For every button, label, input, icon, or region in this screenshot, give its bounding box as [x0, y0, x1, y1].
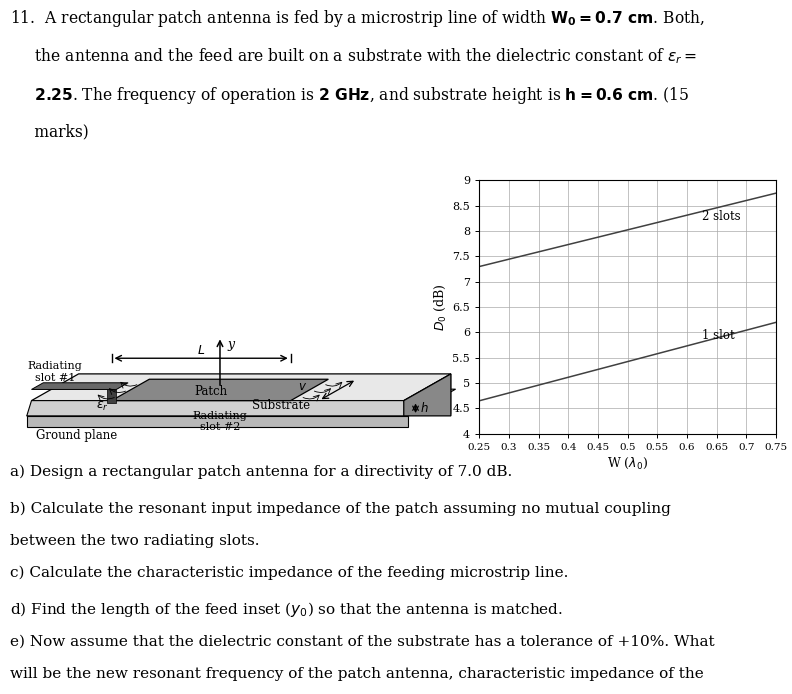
Text: 2 slots: 2 slots	[702, 210, 741, 223]
Text: $L$: $L$	[197, 344, 205, 357]
Polygon shape	[27, 400, 409, 416]
Text: $v$: $v$	[298, 380, 307, 393]
Text: d) Find the length of the feed inset ($y_0$) so that the antenna is matched.: d) Find the length of the feed inset ($y…	[10, 600, 563, 619]
Polygon shape	[32, 383, 128, 389]
Y-axis label: $D_0$ (dB): $D_0$ (dB)	[433, 283, 448, 331]
Polygon shape	[404, 374, 451, 414]
Text: Radiating
slot #1: Radiating slot #1	[28, 361, 82, 383]
Text: Radiating
slot #2: Radiating slot #2	[192, 411, 247, 432]
Text: $\varepsilon_r$: $\varepsilon_r$	[96, 400, 109, 413]
X-axis label: W ($\lambda_0$): W ($\lambda_0$)	[607, 456, 648, 471]
Text: will be the new resonant frequency of the patch antenna, characteristic impedanc: will be the new resonant frequency of th…	[10, 667, 704, 681]
Text: b) Calculate the resonant input impedance of the patch assuming no mutual coupli: b) Calculate the resonant input impedanc…	[10, 502, 671, 516]
Text: Patch: Patch	[194, 385, 227, 398]
Text: $\mathbf{2.25}$. The frequency of operation is $\mathbf{2\ GHz}$, and substrate : $\mathbf{2.25}$. The frequency of operat…	[10, 85, 690, 106]
Text: the antenna and the feed are built on a substrate with the dielectric constant o: the antenna and the feed are built on a …	[10, 46, 698, 67]
Polygon shape	[27, 416, 409, 428]
Text: 1 slot: 1 slot	[702, 328, 734, 341]
Text: $h$: $h$	[421, 401, 429, 415]
Text: 11.  A rectangular patch antenna is fed by a microstrip line of width $\mathbf{W: 11. A rectangular patch antenna is fed b…	[10, 8, 705, 29]
Text: y: y	[227, 338, 234, 351]
Text: marks): marks)	[10, 124, 89, 140]
Polygon shape	[32, 374, 451, 400]
Polygon shape	[112, 379, 329, 400]
Text: Substrate: Substrate	[252, 398, 310, 412]
Polygon shape	[107, 389, 116, 403]
Text: c) Calculate the characteristic impedance of the feeding microstrip line.: c) Calculate the characteristic impedanc…	[10, 566, 569, 580]
Text: a) Design a rectangular patch antenna for a directivity of 7.0 dB.: a) Design a rectangular patch antenna fo…	[10, 465, 512, 480]
Text: Ground plane: Ground plane	[36, 429, 117, 442]
Text: e) Now assume that the dielectric constant of the substrate has a tolerance of +: e) Now assume that the dielectric consta…	[10, 635, 715, 649]
Polygon shape	[27, 389, 455, 416]
Text: between the two radiating slots.: between the two radiating slots.	[10, 534, 260, 548]
Polygon shape	[404, 374, 451, 416]
